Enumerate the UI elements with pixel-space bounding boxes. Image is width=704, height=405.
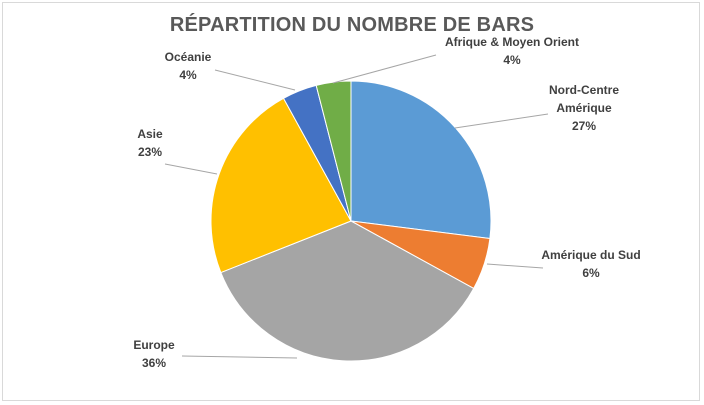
pie-slice-3: [210, 97, 352, 274]
slice-label-1: Amérique du Sud 6%: [541, 248, 640, 280]
leader-line-2: [181, 355, 298, 359]
leader-line-0: [454, 113, 549, 129]
leader-line-1: [486, 263, 544, 269]
chart-title: RÉPARTITION DU NOMBRE DE BARS: [169, 14, 535, 36]
pie-slice-0: [350, 80, 492, 240]
slice-label-5: Afrique & Moyen Orient 4%: [445, 35, 579, 67]
slice-label-3: Asie 23%: [137, 127, 163, 159]
pie-slice-2: [220, 220, 475, 362]
slice-label-2: Europe 36%: [133, 338, 175, 370]
slice-label-0: Nord-Centre Amérique 27%: [549, 83, 619, 133]
leader-line-5: [332, 54, 437, 84]
leader-line-3: [164, 163, 218, 175]
pie-slice-5: [315, 80, 352, 222]
slice-label-4: Océanie 4%: [165, 50, 212, 82]
leader-line-4: [214, 69, 296, 91]
